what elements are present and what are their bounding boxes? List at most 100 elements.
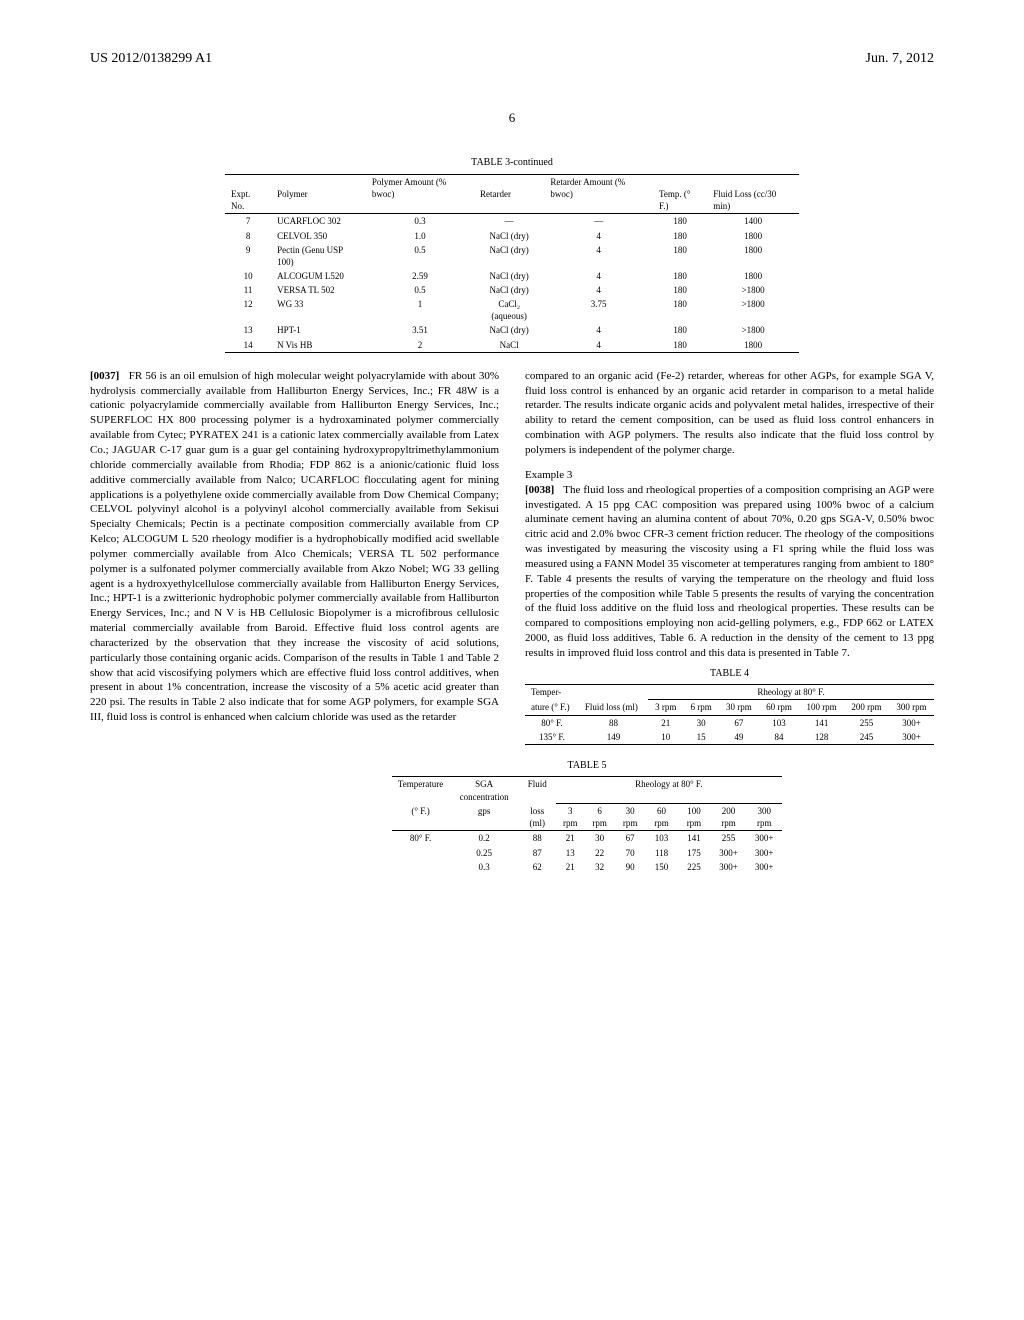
table-cell: 1 [366, 297, 474, 323]
table-cell: 300+ [889, 730, 934, 745]
table-cell: >1800 [707, 297, 799, 323]
table-cell: 225 [677, 860, 710, 874]
table-cell: NaCl (dry) [474, 283, 544, 297]
table-cell: 10 [648, 730, 683, 745]
table3-col1: Polymer [271, 174, 366, 213]
table-cell: 21 [556, 831, 585, 846]
t5-c2: loss (ml) [519, 804, 556, 831]
table-cell: 180 [653, 338, 707, 353]
table-cell: 0.2 [449, 831, 519, 846]
table-cell: 32 [585, 860, 614, 874]
table-cell: 12 [225, 297, 271, 323]
table-cell: 90 [614, 860, 645, 874]
table-cell [392, 860, 449, 874]
table-cell: 1800 [707, 229, 799, 243]
table-cell: 21 [556, 860, 585, 874]
t4-h-temp: Temper- [525, 685, 579, 700]
table-cell: 255 [711, 831, 747, 846]
table-cell: 13 [225, 323, 271, 337]
table-cell: 128 [799, 730, 844, 745]
table-row: 7UCARFLOC 3020.3——1801400 [225, 214, 799, 229]
t5-c5: 30 rpm [614, 804, 645, 831]
table5: Temperature SGA concentration Fluid Rheo… [392, 776, 782, 873]
table-cell: 15 [683, 730, 718, 745]
table-cell: 0.5 [366, 283, 474, 297]
para-37-text: FR 56 is an oil emulsion of high molecul… [90, 370, 499, 723]
table-cell: 49 [719, 730, 759, 745]
example-3-heading: Example 3 [525, 468, 934, 483]
table-cell: 180 [653, 214, 707, 229]
table-cell: 1800 [707, 338, 799, 353]
t5-c8: 200 rpm [711, 804, 747, 831]
table-cell: NaCl (dry) [474, 243, 544, 269]
para-37-num: [0037] [90, 370, 119, 382]
body-columns: [0037] FR 56 is an oil emulsion of high … [90, 369, 934, 745]
table-cell: 67 [614, 831, 645, 846]
table-cell: 1.0 [366, 229, 474, 243]
table-row: 80° F.0.288213067103141255300+ [392, 831, 782, 846]
table-cell: 67 [719, 715, 759, 730]
table-cell: 4 [544, 229, 653, 243]
table-cell: 0.3 [449, 860, 519, 874]
table-cell: 300+ [711, 860, 747, 874]
t4-c5: 60 rpm [759, 700, 799, 715]
publication-date: Jun. 7, 2012 [866, 50, 934, 69]
t5-c9: 300 rpm [746, 804, 782, 831]
page-number: 6 [90, 109, 934, 127]
t4-c0: ature (° F.) [525, 700, 579, 715]
table-cell: 22 [585, 846, 614, 860]
table3-col5: Temp. (° F.) [653, 174, 707, 213]
table-cell: 84 [759, 730, 799, 745]
table-cell: Pectin (Genu USP 100) [271, 243, 366, 269]
t4-c1: Fluid loss (ml) [579, 700, 648, 715]
table-cell: ALCOGUM L520 [271, 269, 366, 283]
table-cell: >1800 [707, 323, 799, 337]
table-cell: 103 [759, 715, 799, 730]
para-38-text: The fluid loss and rheological propertie… [525, 484, 934, 659]
table-cell: N Vis HB [271, 338, 366, 353]
table-cell: 62 [519, 860, 556, 874]
table3-col3: Retarder [474, 174, 544, 213]
t5-c4: 6 rpm [585, 804, 614, 831]
table3-col4: Retarder Amount (% bwoc) [544, 174, 653, 213]
table3-col0: Expt. No. [225, 174, 271, 213]
table-cell: — [544, 214, 653, 229]
table-cell [392, 846, 449, 860]
table-cell: 3.75 [544, 297, 653, 323]
t4-c7: 200 rpm [844, 700, 889, 715]
para-38: [0038] The fluid loss and rheological pr… [525, 483, 934, 661]
table5-caption: TABLE 5 [392, 759, 782, 773]
table-row: 80° F.88213067103141255300+ [525, 715, 934, 730]
t4-c3: 6 rpm [683, 700, 718, 715]
t4-group: Rheology at 80° F. [648, 685, 934, 700]
table-cell: 0.3 [366, 214, 474, 229]
table-cell: 1800 [707, 269, 799, 283]
table-cell: 30 [683, 715, 718, 730]
table-cell: 80° F. [392, 831, 449, 846]
page-header: US 2012/0138299 A1 Jun. 7, 2012 [90, 50, 934, 69]
table-cell: 2 [366, 338, 474, 353]
table-row: 8CELVOL 3501.0NaCl (dry)41801800 [225, 229, 799, 243]
table-cell: 1400 [707, 214, 799, 229]
table3: Expt. No. Polymer Polymer Amount (% bwoc… [225, 174, 799, 353]
table3-col2: Polymer Amount (% bwoc) [366, 174, 474, 213]
t4-c8: 300 rpm [889, 700, 934, 715]
table-cell: 180 [653, 269, 707, 283]
t4-c6: 100 rpm [799, 700, 844, 715]
table-cell: CELVOL 350 [271, 229, 366, 243]
table-cell: 141 [677, 831, 710, 846]
table-cell: 300+ [746, 860, 782, 874]
para-37-cont: compared to an organic acid (Fe-2) retar… [525, 369, 934, 458]
table-row: 11VERSA TL 5020.5NaCl (dry)4180>1800 [225, 283, 799, 297]
t5-c6: 60 rpm [646, 804, 677, 831]
table-cell: 4 [544, 338, 653, 353]
table-cell: 1800 [707, 243, 799, 269]
table-cell: NaCl [474, 338, 544, 353]
table-cell: 80° F. [525, 715, 579, 730]
t5-h2: Fluid [519, 777, 556, 804]
table-cell: 88 [519, 831, 556, 846]
table-cell: 3.51 [366, 323, 474, 337]
table-cell: 9 [225, 243, 271, 269]
table4: Temper- Rheology at 80° F. ature (° F.) … [525, 684, 934, 745]
table-cell: 4 [544, 283, 653, 297]
